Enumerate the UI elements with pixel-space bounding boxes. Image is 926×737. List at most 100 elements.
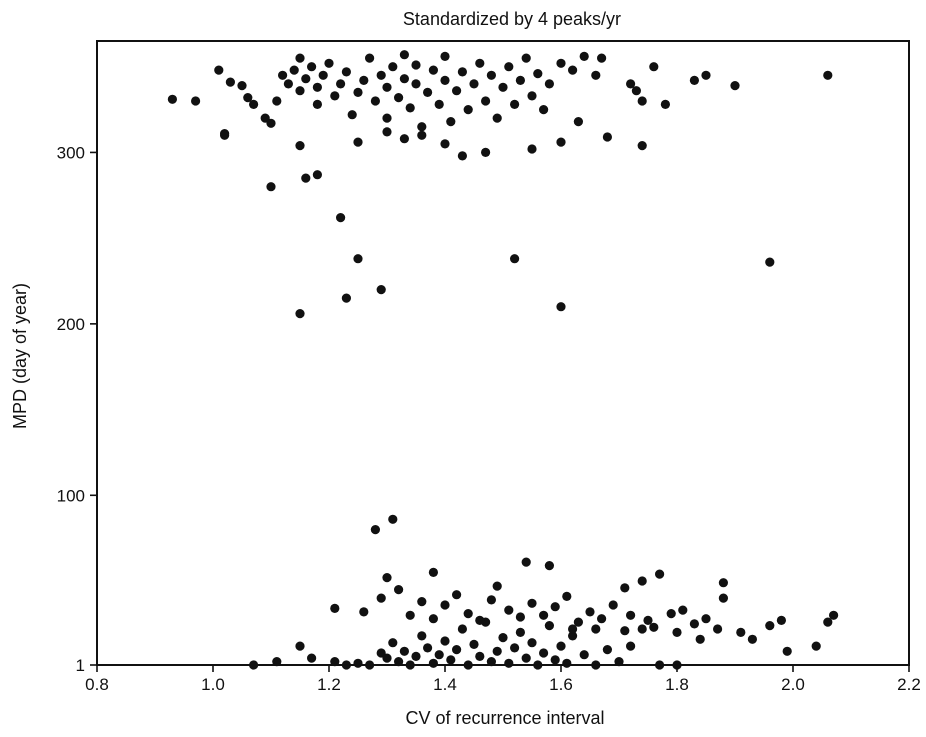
data-point	[811, 641, 821, 651]
data-point	[434, 99, 444, 109]
data-point	[214, 65, 224, 75]
data-point	[359, 75, 369, 85]
data-point	[463, 660, 473, 670]
data-point	[417, 597, 427, 607]
data-point	[608, 600, 618, 610]
data-point	[591, 624, 601, 634]
data-point	[747, 634, 758, 644]
data-point	[539, 648, 549, 658]
data-point	[434, 650, 444, 660]
data-point	[585, 607, 595, 617]
data-point	[405, 610, 415, 620]
x-tick-label: 2.0	[781, 675, 805, 694]
data-point	[504, 605, 514, 615]
x-axis-title: CV of recurrence interval	[405, 708, 604, 728]
x-tick-label: 1.6	[549, 675, 573, 694]
data-point	[405, 103, 415, 113]
data-point	[492, 646, 502, 656]
data-point	[428, 65, 438, 75]
data-point	[550, 602, 560, 612]
data-point	[353, 254, 363, 264]
data-point	[591, 660, 601, 670]
data-point	[515, 612, 526, 622]
data-point	[382, 573, 392, 583]
data-point	[440, 600, 450, 610]
data-point	[521, 53, 531, 63]
data-point	[556, 137, 566, 147]
data-point	[527, 638, 537, 648]
data-point	[191, 96, 201, 106]
plot-frame	[96, 40, 910, 666]
data-point	[626, 641, 636, 651]
data-point	[394, 93, 404, 103]
data-point	[718, 578, 729, 588]
data-point	[521, 653, 531, 663]
data-point	[486, 657, 496, 667]
data-point	[544, 561, 555, 571]
data-point	[428, 614, 438, 624]
data-point	[353, 658, 363, 668]
data-point	[423, 87, 433, 97]
y-axis-title: MPD (day of year)	[10, 283, 30, 429]
data-point	[643, 615, 653, 626]
data-point	[701, 70, 711, 80]
x-tick-label: 1.4	[433, 675, 457, 694]
data-point	[730, 81, 740, 91]
data-point	[237, 81, 247, 91]
data-point	[556, 302, 566, 312]
data-point	[521, 557, 531, 567]
data-point	[678, 605, 688, 615]
data-point	[341, 293, 351, 303]
data-point	[823, 617, 833, 627]
data-point	[220, 130, 230, 140]
chart-title: Standardized by 4 peaks/yr	[403, 9, 621, 29]
data-point	[370, 525, 380, 535]
data-point	[492, 581, 502, 591]
data-point	[295, 53, 305, 63]
data-point	[330, 657, 340, 667]
data-point	[498, 633, 508, 643]
data-point	[666, 609, 676, 619]
data-point	[481, 96, 491, 106]
data-point	[568, 631, 578, 641]
data-point	[573, 617, 584, 627]
data-point	[382, 127, 392, 137]
data-point	[446, 117, 456, 127]
y-tick-label: 300	[57, 143, 85, 162]
data-point	[312, 82, 322, 92]
data-point	[568, 65, 578, 75]
x-tick-label: 2.2	[897, 675, 921, 694]
data-point	[509, 643, 520, 653]
data-point	[579, 650, 589, 660]
data-point	[568, 624, 578, 634]
data-point	[695, 634, 705, 644]
data-point	[614, 657, 624, 667]
data-point	[336, 79, 346, 89]
data-point	[498, 82, 508, 92]
data-point	[463, 105, 473, 115]
data-point	[440, 139, 450, 149]
data-point	[544, 621, 555, 631]
data-point	[353, 137, 363, 147]
data-point	[266, 118, 276, 128]
x-tick-label: 1.8	[665, 675, 689, 694]
data-point	[307, 653, 317, 663]
data-point	[399, 134, 409, 144]
data-point	[492, 113, 502, 123]
data-point	[301, 74, 311, 84]
data-point	[597, 53, 607, 63]
data-point	[457, 67, 467, 77]
data-point	[295, 309, 305, 319]
data-point	[637, 96, 647, 106]
data-point	[341, 660, 351, 670]
data-point	[562, 591, 572, 602]
data-point	[376, 285, 386, 295]
data-point	[388, 638, 398, 648]
data-point	[388, 62, 398, 72]
data-point	[330, 91, 340, 101]
data-point	[469, 639, 479, 650]
data-point	[823, 70, 833, 80]
data-point	[249, 99, 259, 109]
data-point	[399, 646, 409, 656]
data-point	[602, 132, 613, 142]
